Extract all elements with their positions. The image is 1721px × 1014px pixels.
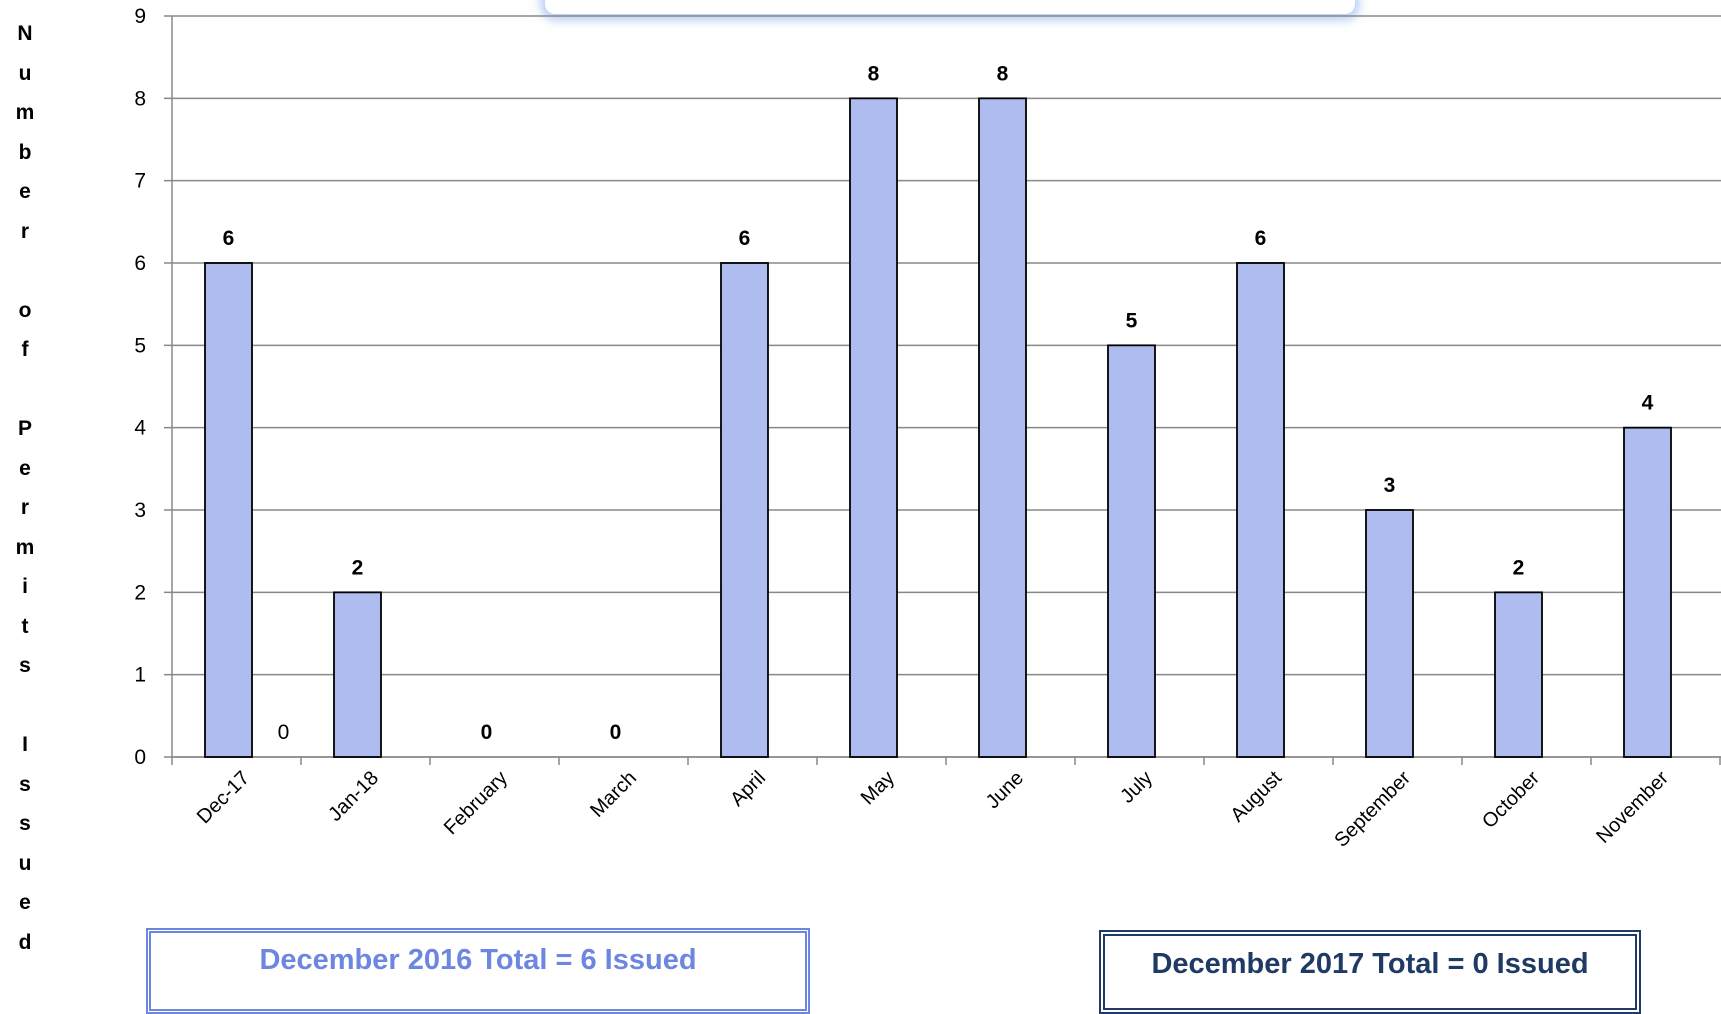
- y-axis-label-letter: d: [18, 930, 32, 954]
- x-tick-label: June: [982, 767, 1028, 813]
- y-axis-label-letter: r: [20, 219, 30, 243]
- data-label: 0: [610, 721, 622, 744]
- y-axis-label-letter: f: [21, 338, 29, 361]
- data-label: 6: [1255, 227, 1267, 250]
- extra-data-label: 0: [278, 721, 290, 744]
- data-label: 6: [223, 227, 235, 250]
- x-tick-label: March: [586, 767, 641, 822]
- x-tick-label: September: [1330, 767, 1415, 852]
- y-axis-label-letter: t: [21, 614, 29, 638]
- y-axis-label-letter: e: [19, 456, 31, 480]
- y-tick-label: 5: [134, 334, 146, 357]
- y-axis-label-letter: s: [19, 654, 31, 677]
- y-tick-label: 1: [134, 664, 146, 687]
- x-tick-label: May: [857, 767, 899, 809]
- x-tick-label: August: [1226, 767, 1286, 827]
- y-axis-label-letter: b: [18, 140, 32, 164]
- data-label: 2: [1513, 556, 1525, 579]
- bar-october: [1494, 591, 1543, 758]
- y-axis-label-letter: r: [20, 496, 30, 519]
- y-tick-label: 4: [134, 417, 146, 440]
- y-axis-label-letter: i: [22, 575, 28, 598]
- y-axis-label-letter: m: [15, 101, 35, 124]
- bar-june: [978, 97, 1027, 758]
- data-label: 8: [868, 62, 880, 85]
- x-tick-label: Dec-17: [193, 767, 254, 828]
- y-axis-label-letter: N: [17, 22, 33, 45]
- data-label: 2: [352, 556, 364, 579]
- bar-september: [1365, 509, 1414, 758]
- december-2017-total-text: December 2017 Total = 0 Issued: [1151, 948, 1589, 980]
- data-label: 6: [739, 227, 751, 250]
- y-tick-label: 7: [134, 170, 146, 193]
- y-axis-label-letter: e: [19, 891, 31, 914]
- bar-july: [1107, 344, 1156, 758]
- y-axis-label-letter: u: [18, 851, 32, 875]
- x-tick-label: April: [726, 767, 770, 811]
- x-tick-label: October: [1478, 767, 1544, 833]
- x-tick-label: Jan-18: [324, 767, 383, 826]
- y-axis-label-letter: s: [19, 772, 31, 796]
- y-axis-label-letter: m: [15, 535, 35, 559]
- bar-dec-17: [204, 262, 253, 758]
- y-tick-label: 6: [134, 252, 146, 275]
- y-tick-label: 3: [134, 499, 146, 522]
- y-axis-label-letter: e: [19, 180, 31, 203]
- data-label: 8: [997, 62, 1009, 85]
- x-tick-label: February: [440, 767, 512, 839]
- bar-november: [1623, 426, 1672, 758]
- december-2016-total-text: December 2016 Total = 6 Issued: [259, 944, 697, 976]
- bar-jan-18: [333, 591, 382, 758]
- y-tick-label: 9: [134, 5, 146, 28]
- bar-august: [1236, 262, 1285, 758]
- y-axis-label-letter: u: [18, 61, 32, 85]
- december-2017-total-box: December 2017 Total = 0 Issued: [1099, 930, 1641, 1014]
- y-tick-label: 0: [134, 746, 146, 769]
- data-label: 4: [1642, 392, 1654, 415]
- x-tick-label: July: [1116, 767, 1157, 808]
- data-label: 3: [1384, 474, 1396, 497]
- y-axis-label-letter: o: [18, 298, 32, 322]
- x-tick-label: November: [1592, 767, 1673, 848]
- bar-april: [720, 262, 769, 758]
- y-axis-label-letter: s: [19, 812, 31, 835]
- y-axis-label-letter: I: [22, 733, 28, 756]
- december-2016-total-box: December 2016 Total = 6 Issued: [146, 928, 810, 1014]
- y-tick-label: 2: [134, 581, 146, 604]
- data-label: 0: [481, 721, 493, 744]
- data-label: 5: [1126, 309, 1138, 332]
- bar-chart: 0 1 2 3 4 5 6 7 8 9 6 Dec-17 2 Jan-18 0 February 0 March 6…: [134, 5, 1721, 852]
- bar-may: [849, 97, 898, 758]
- y-axis-label-letter: P: [17, 417, 32, 440]
- chart-title-box: [545, 0, 1355, 14]
- y-tick-label: 8: [134, 87, 146, 110]
